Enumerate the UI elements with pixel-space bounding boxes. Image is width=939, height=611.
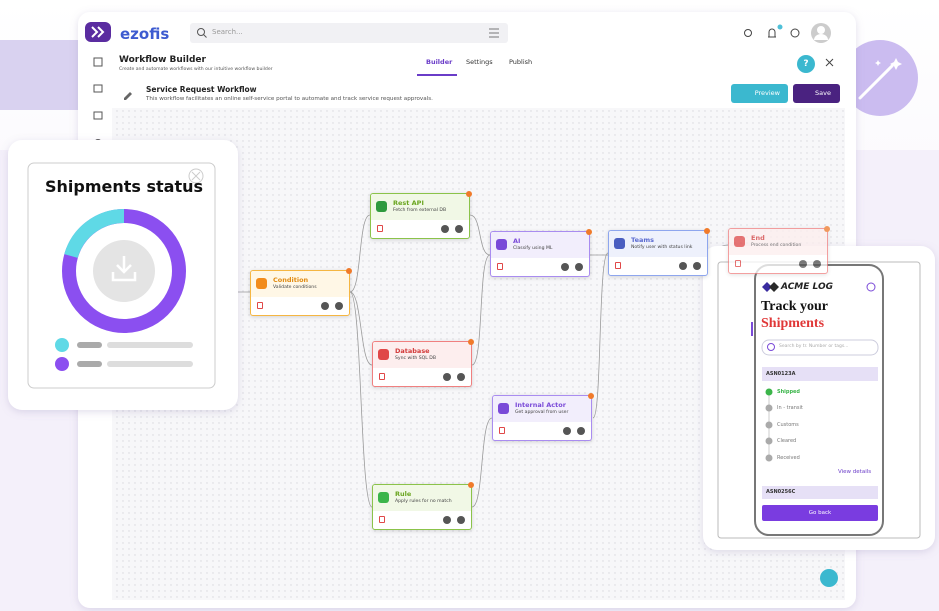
status: Received bbox=[777, 455, 800, 461]
workflow-node[interactable]: Rest API Fetch from external DB bbox=[370, 191, 472, 239]
delete-icon[interactable] bbox=[735, 260, 741, 267]
delete-icon[interactable] bbox=[257, 302, 263, 309]
card-title: Shipments status bbox=[45, 177, 204, 196]
node-label: Teams bbox=[631, 236, 655, 244]
shipment-id[interactable]: ASN0256C bbox=[766, 489, 796, 495]
node-header: Database Sync with SQL DB bbox=[373, 342, 471, 368]
node-description: Validate conditions bbox=[273, 285, 317, 290]
status: Cleared bbox=[777, 438, 797, 444]
node-description: Process end condition bbox=[751, 243, 802, 248]
tab[interactable]: Publish bbox=[509, 58, 533, 66]
node-label: End bbox=[751, 234, 765, 242]
workflow-node[interactable]: Teams Notify user with status link bbox=[608, 228, 710, 276]
node-icon bbox=[256, 278, 267, 289]
add-icon[interactable] bbox=[577, 427, 585, 435]
workflow-node[interactable]: Internal Actor Get approval from user bbox=[492, 393, 594, 441]
add-icon[interactable] bbox=[693, 262, 701, 270]
status: In - transit bbox=[777, 405, 803, 411]
add-icon[interactable] bbox=[813, 260, 821, 268]
node-header: Rule Apply rules for no match bbox=[373, 485, 471, 511]
settings-icon[interactable] bbox=[443, 373, 451, 381]
add-icon[interactable] bbox=[457, 516, 465, 524]
node-header: Rest API Fetch from external DB bbox=[371, 194, 469, 220]
delete-icon[interactable] bbox=[379, 373, 385, 380]
node-header: Condition Validate conditions bbox=[251, 271, 349, 297]
node-icon bbox=[734, 236, 745, 247]
status: Shipped bbox=[777, 389, 801, 395]
settings-icon[interactable] bbox=[563, 427, 571, 435]
status: Customs bbox=[777, 422, 799, 428]
settings-icon[interactable] bbox=[321, 302, 329, 310]
page-subtitle: Create and automate workflows with our i… bbox=[119, 67, 273, 72]
node-icon bbox=[614, 238, 625, 249]
node-label: Internal Actor bbox=[515, 401, 566, 409]
node-header: End Process end condition bbox=[729, 229, 827, 255]
node-header: Teams Notify user with status link bbox=[609, 231, 707, 257]
connector-dot bbox=[588, 393, 594, 399]
node-label: Rule bbox=[395, 490, 412, 498]
workflow-node[interactable]: End Process end condition bbox=[728, 226, 830, 274]
node-icon bbox=[378, 492, 389, 503]
node-description: Notify user with status link bbox=[631, 245, 693, 250]
workflow-node[interactable]: Condition Validate conditions bbox=[250, 268, 352, 316]
page-title: Workflow Builder bbox=[119, 55, 206, 65]
tab[interactable]: Settings bbox=[466, 58, 493, 66]
add-icon[interactable] bbox=[457, 373, 465, 381]
node-description: Sync with SQL DB bbox=[395, 356, 436, 361]
search-input[interactable]: Search by tr. Number or tags... bbox=[779, 344, 849, 349]
node-header: AI Classify using ML bbox=[491, 232, 589, 258]
settings-icon[interactable] bbox=[443, 516, 451, 524]
search-input[interactable]: Search... bbox=[212, 28, 243, 36]
node-description: Fetch from external DB bbox=[393, 208, 447, 213]
workflow-title: Service Request Workflow bbox=[146, 85, 257, 94]
connector-dot bbox=[586, 229, 592, 235]
delete-icon[interactable] bbox=[499, 427, 505, 434]
settings-icon[interactable] bbox=[561, 263, 569, 271]
node-icon bbox=[498, 403, 509, 414]
connector-dot bbox=[824, 226, 830, 232]
help-button[interactable]: ? bbox=[797, 55, 815, 73]
delete-icon[interactable] bbox=[615, 262, 621, 269]
node-description: Classify using ML bbox=[513, 246, 553, 251]
brand: ACME LOG bbox=[781, 282, 833, 292]
shipment-id[interactable]: ASN0123A bbox=[766, 371, 796, 377]
save-button[interactable]: Save bbox=[793, 84, 840, 103]
node-label: Condition bbox=[273, 276, 309, 284]
go-back-button[interactable]: Go back bbox=[808, 510, 832, 516]
add-icon[interactable] bbox=[455, 225, 463, 233]
connector-dot bbox=[466, 191, 472, 197]
node-label: Rest API bbox=[393, 199, 424, 207]
connector-dot bbox=[346, 268, 352, 274]
settings-icon[interactable] bbox=[799, 260, 807, 268]
add-icon[interactable] bbox=[575, 263, 583, 271]
node-label: AI bbox=[513, 237, 521, 245]
preview-button[interactable]: Preview bbox=[731, 84, 788, 103]
node-icon bbox=[376, 201, 387, 212]
node-label: Database bbox=[395, 347, 430, 355]
workflow-description: This workflow facilitates an online self… bbox=[146, 96, 433, 102]
node-icon bbox=[378, 349, 389, 360]
tab[interactable]: Builder bbox=[426, 58, 453, 66]
heading: Shipments bbox=[761, 316, 825, 331]
delete-icon[interactable] bbox=[379, 516, 385, 523]
connector-dot bbox=[468, 482, 474, 488]
heading: Track your bbox=[761, 299, 829, 314]
node-header: Internal Actor Get approval from user bbox=[493, 396, 591, 422]
workflow-node[interactable]: AI Classify using ML bbox=[490, 229, 592, 277]
delete-icon[interactable] bbox=[497, 263, 503, 270]
settings-icon[interactable] bbox=[441, 225, 449, 233]
delete-icon[interactable] bbox=[377, 225, 383, 232]
node-description: Apply rules for no match bbox=[395, 499, 452, 504]
settings-icon[interactable] bbox=[679, 262, 687, 270]
connector-dot bbox=[704, 228, 710, 234]
link[interactable]: View details bbox=[838, 469, 872, 475]
connector-dot bbox=[468, 339, 474, 345]
node-icon bbox=[496, 239, 507, 250]
logo: ezofis bbox=[120, 25, 170, 43]
workflow-node[interactable]: Rule Apply rules for no match bbox=[372, 482, 474, 530]
node-description: Get approval from user bbox=[515, 410, 569, 415]
workflow-node[interactable]: Database Sync with SQL DB bbox=[372, 339, 474, 387]
add-icon[interactable] bbox=[335, 302, 343, 310]
